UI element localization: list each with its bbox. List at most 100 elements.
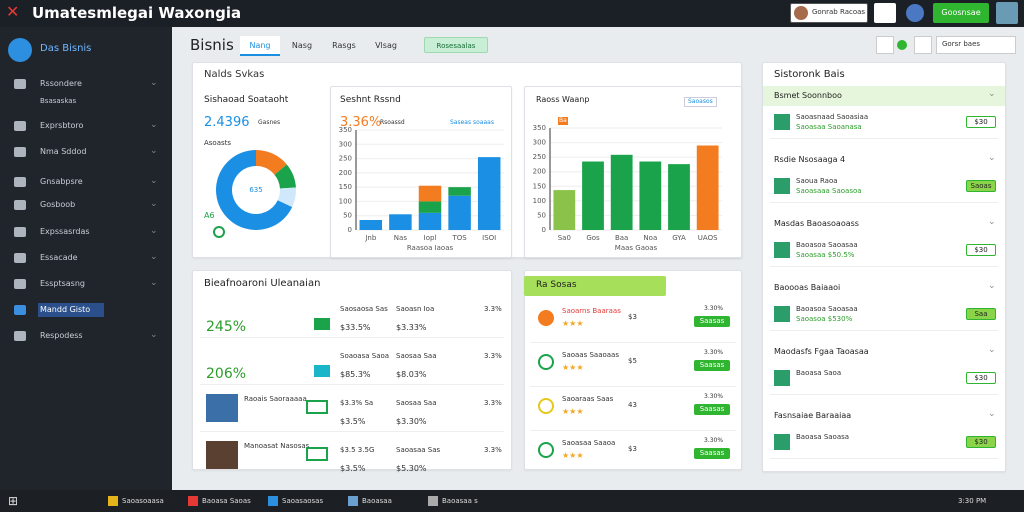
nav-item[interactable]: Gosboob bbox=[40, 200, 76, 209]
donut-slice bbox=[216, 150, 293, 230]
row-value[interactable]: $30 bbox=[966, 436, 996, 448]
section-head: Fasnsaiae Baraaiaa bbox=[774, 411, 852, 420]
task-item[interactable]: Saoasaosas bbox=[282, 497, 324, 505]
y-tick-label: 200 bbox=[339, 169, 352, 177]
nav-icon bbox=[14, 79, 26, 89]
bell-button[interactable] bbox=[874, 3, 896, 23]
y-tick-label: 350 bbox=[339, 126, 352, 134]
row-value[interactable]: Saa bbox=[966, 308, 996, 320]
row-button[interactable]: Saasas bbox=[694, 404, 730, 415]
start-button[interactable]: ⊞ bbox=[8, 494, 19, 508]
chart-link[interactable]: Saoasos bbox=[684, 97, 717, 107]
nav-item[interactable]: Expssasrdas bbox=[40, 227, 90, 236]
donut-slice bbox=[274, 164, 296, 189]
chart-link[interactable]: Saseas soaaas bbox=[450, 119, 494, 126]
icon-button[interactable] bbox=[914, 36, 932, 54]
nav-icon bbox=[14, 121, 26, 131]
row-button bbox=[306, 447, 328, 461]
row-value[interactable]: $30 bbox=[966, 116, 996, 128]
chevron: ⌄ bbox=[150, 199, 158, 209]
bar bbox=[553, 190, 576, 230]
row-icon bbox=[774, 242, 790, 258]
tab[interactable]: Nasg bbox=[291, 41, 313, 50]
donut-slice bbox=[277, 187, 296, 208]
section-head: Rsdie Nsosaaga 4 bbox=[774, 155, 846, 164]
logo: ✕ bbox=[6, 2, 20, 21]
task-item[interactable]: Saoasoaasa bbox=[122, 497, 164, 505]
metric-value: 245% bbox=[206, 319, 247, 335]
top-button[interactable]: Goosnsae bbox=[933, 3, 989, 23]
divider bbox=[200, 384, 504, 385]
filter-button[interactable]: Rosesaalas bbox=[424, 37, 488, 53]
row-text: Soaoasa Saoa bbox=[340, 352, 390, 360]
row-percent: 3.3% bbox=[484, 399, 502, 407]
section-head: Masdas Baoasoaoass bbox=[774, 219, 859, 228]
right-panel bbox=[762, 62, 1006, 472]
row-button[interactable]: Saasas bbox=[694, 360, 730, 371]
chevron: ⌄ bbox=[150, 252, 158, 262]
metric-icon bbox=[314, 365, 330, 377]
row-value[interactable]: $30 bbox=[966, 372, 996, 384]
nav-icon bbox=[14, 200, 26, 210]
nav-item[interactable]: Respodess bbox=[40, 331, 83, 340]
bar bbox=[448, 195, 471, 230]
x-tick-label: Iopl bbox=[424, 234, 437, 242]
task-item[interactable]: Baoasa Saoas bbox=[202, 497, 251, 505]
tab[interactable]: Vlsag bbox=[375, 41, 397, 50]
row-button[interactable]: Saasas bbox=[694, 448, 730, 459]
nav-item[interactable]: Exprsbtoro bbox=[40, 121, 84, 130]
task-icon bbox=[348, 496, 358, 506]
row-sub: Saoasaaa Saoasoa bbox=[796, 187, 862, 195]
tab[interactable]: Rasgs bbox=[332, 41, 356, 50]
row-percent: 3.3% bbox=[484, 446, 502, 454]
user-box[interactable] bbox=[790, 3, 868, 23]
row-icon bbox=[538, 354, 554, 370]
section-head: Maodasfs Fgaa Taoasaa bbox=[774, 347, 869, 356]
row-value: $3.30% bbox=[396, 417, 427, 426]
y-tick-label: 200 bbox=[533, 168, 546, 176]
donut-label: Asoasts bbox=[204, 139, 232, 147]
donut-sub: Gasnes bbox=[258, 119, 281, 126]
nav-item[interactable]: Gnsabpsre bbox=[40, 177, 83, 186]
stars: ★★★ bbox=[562, 407, 584, 416]
divider bbox=[530, 342, 736, 343]
tab[interactable]: Nang bbox=[240, 36, 280, 56]
panel-title: Bieafnoaroni Uleanaian bbox=[204, 278, 321, 289]
nav-item[interactable]: Essptsasng bbox=[40, 279, 85, 288]
nav-item[interactable]: Mandd Gisto bbox=[40, 305, 91, 314]
chevron: ⌄ bbox=[988, 281, 996, 291]
bar bbox=[359, 220, 383, 230]
nav-item[interactable]: Rssondere bbox=[40, 79, 82, 88]
x-tick-label: Sa0 bbox=[558, 234, 571, 242]
row-text: $3.5 3.5G bbox=[340, 446, 375, 454]
x-tick-label: Nas bbox=[394, 234, 408, 242]
nav-item[interactable]: Nma Sddod bbox=[40, 147, 87, 156]
task-item[interactable]: Baoasaa bbox=[362, 497, 392, 505]
row-tag: 3.30% bbox=[704, 393, 724, 400]
row-title: Saoarns Baaraas bbox=[562, 307, 621, 315]
task-item[interactable]: Baoasaa s bbox=[442, 497, 478, 505]
divider bbox=[770, 138, 998, 139]
y-tick-label: 300 bbox=[339, 140, 352, 148]
bar bbox=[639, 161, 662, 230]
chevron: ⌄ bbox=[988, 217, 996, 227]
icon-button[interactable] bbox=[876, 36, 894, 54]
row-value: $3.5% bbox=[340, 417, 366, 426]
row-title: Saoaraas Saas bbox=[562, 395, 614, 403]
row-button[interactable]: Saasas bbox=[694, 316, 730, 327]
y-tick-label: 0 bbox=[542, 226, 546, 234]
nav-icon bbox=[14, 305, 26, 315]
bar bbox=[668, 164, 690, 230]
search-text: Gorsr baes bbox=[942, 40, 981, 48]
row-button bbox=[306, 400, 328, 414]
section-head: Baoooas Baiaaoi bbox=[774, 283, 841, 292]
search-box[interactable] bbox=[936, 36, 1016, 54]
nav-subitem[interactable]: Bsasaskas bbox=[40, 97, 77, 105]
row-value[interactable]: $30 bbox=[966, 244, 996, 256]
nav-item[interactable]: Essacade bbox=[40, 253, 78, 262]
row-value[interactable]: Saoas bbox=[966, 180, 996, 192]
user-name: Gonrab Racoas bbox=[812, 8, 866, 16]
bar bbox=[477, 157, 501, 230]
legend-dot bbox=[213, 226, 225, 238]
